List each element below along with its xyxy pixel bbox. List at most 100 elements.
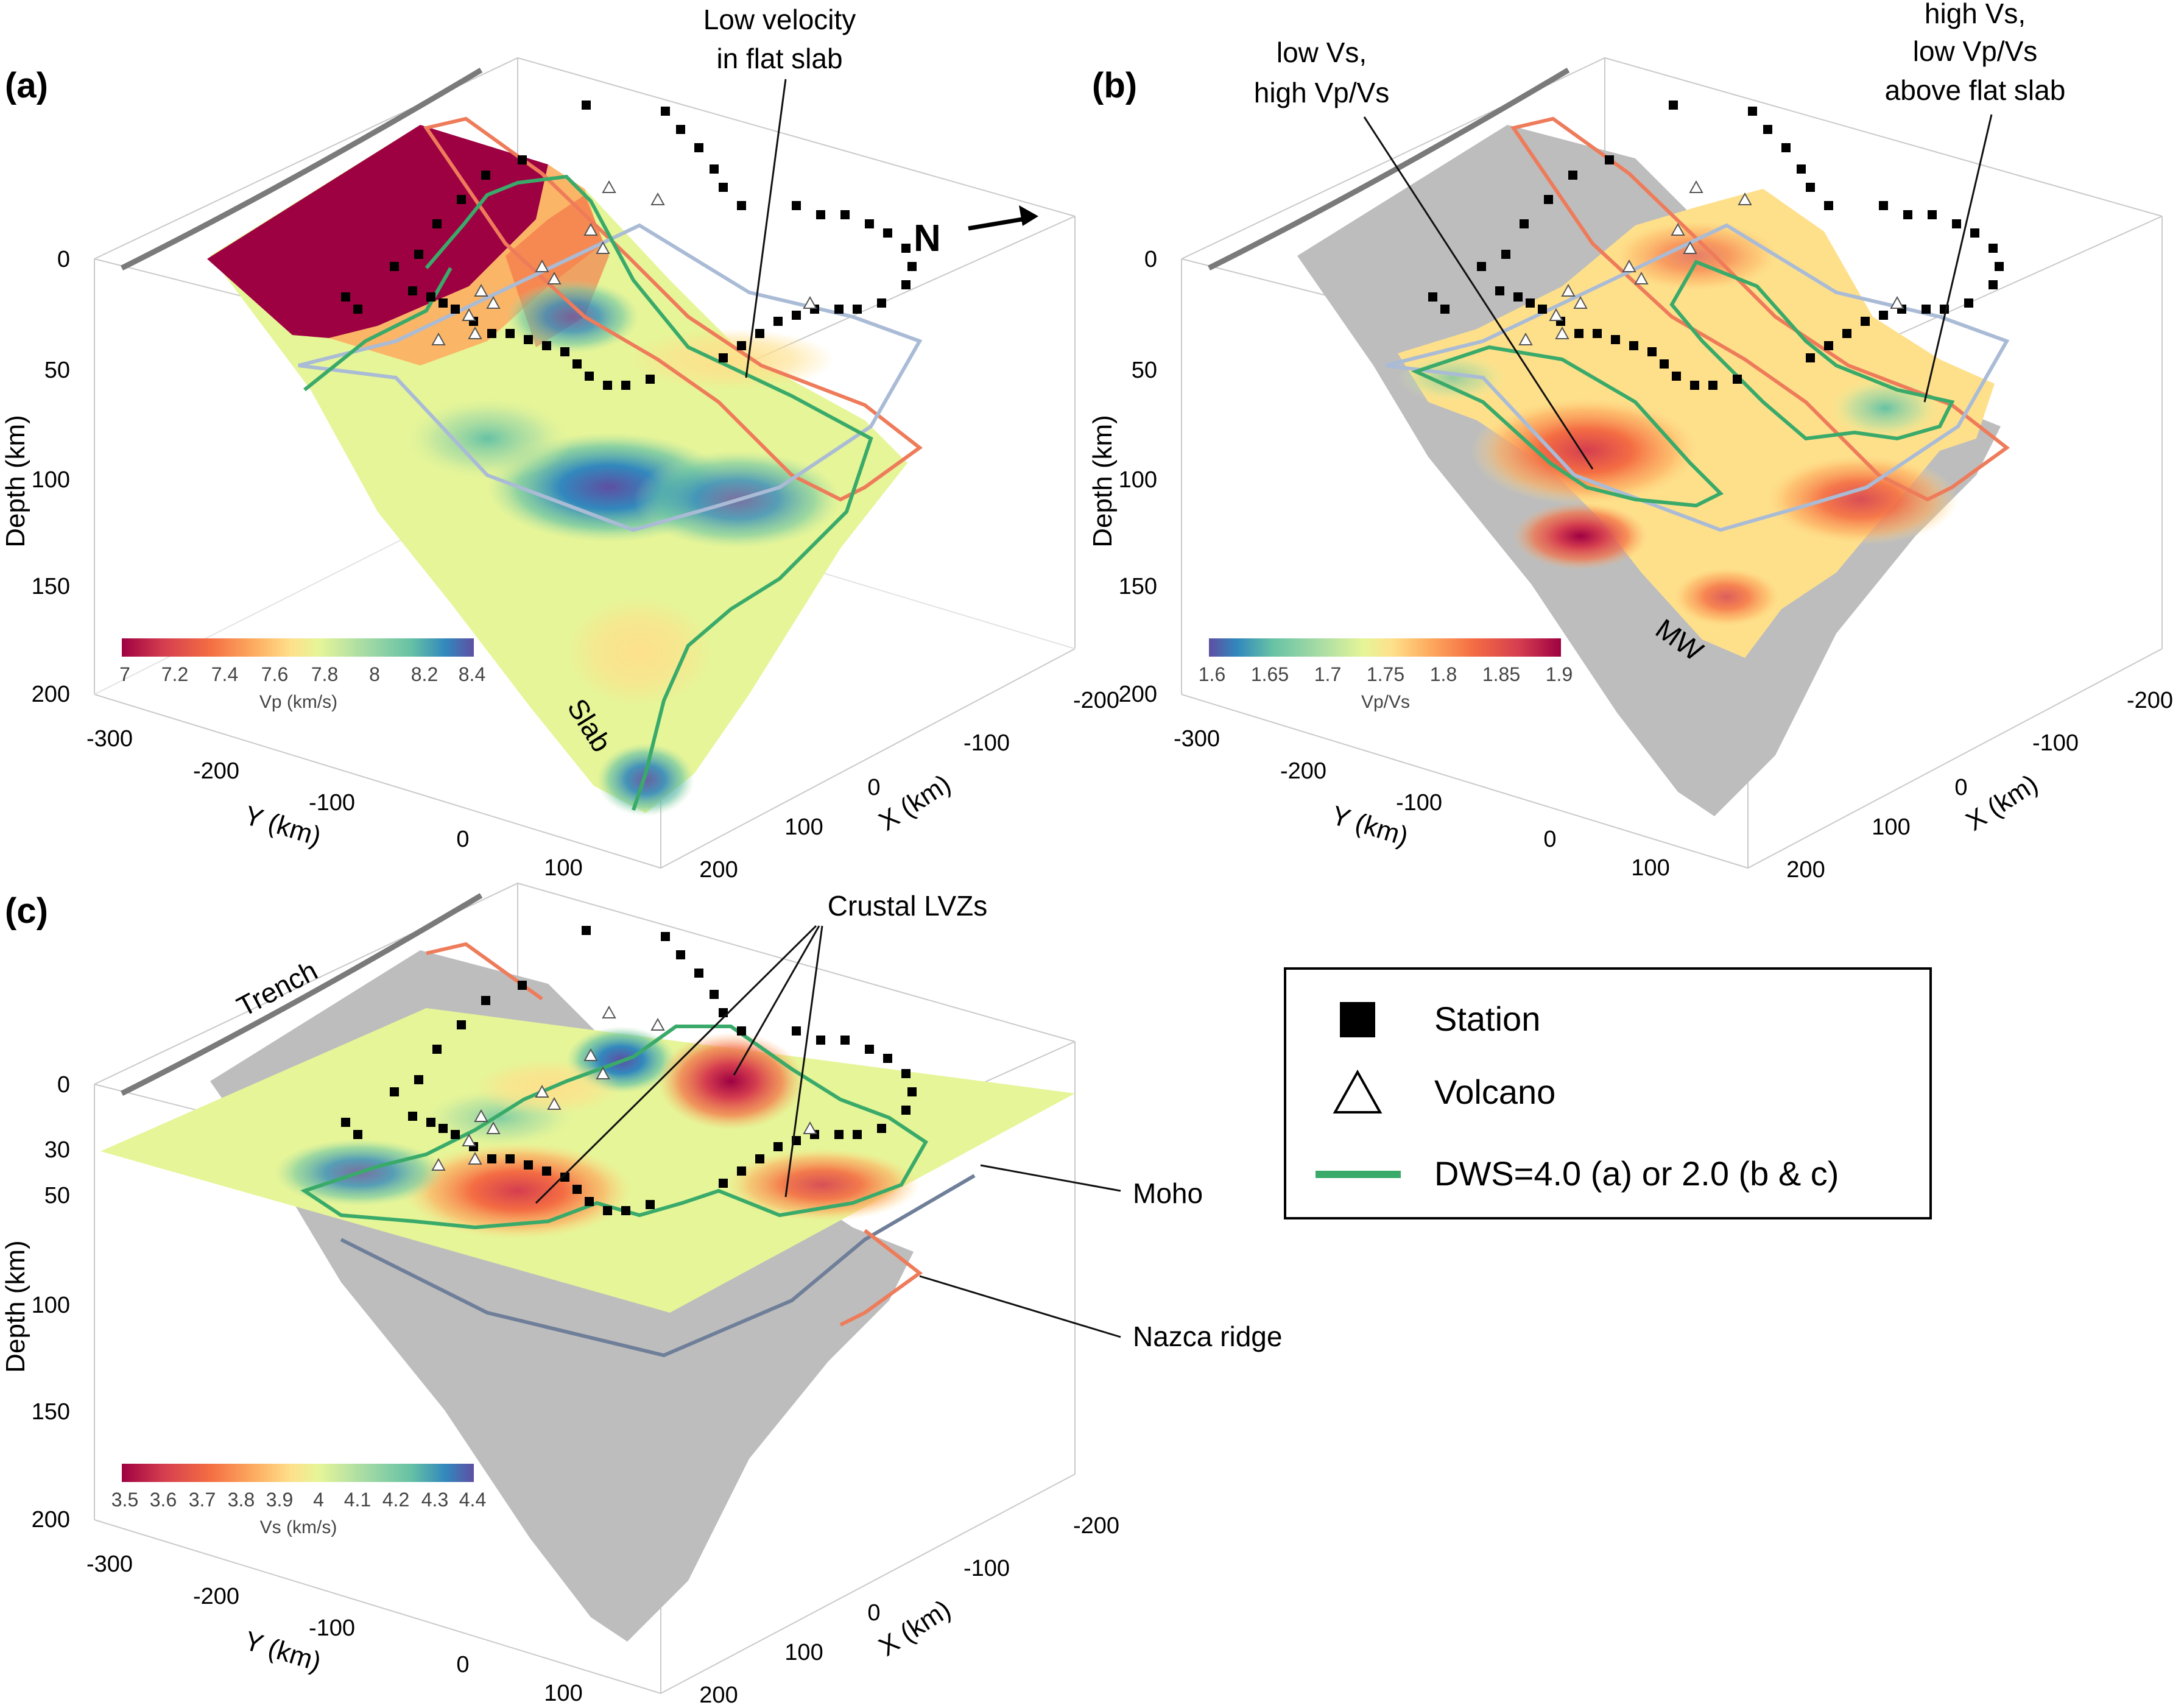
- x-axis: -200 -100 0 100 200 X (km): [699, 1513, 1119, 1708]
- svg-text:4.1: 4.1: [344, 1489, 371, 1511]
- svg-text:50: 50: [44, 1183, 70, 1209]
- svg-text:-100: -100: [2032, 730, 2079, 756]
- svg-text:1.85: 1.85: [1482, 663, 1520, 685]
- station-markers: [341, 101, 917, 390]
- svg-text:3.7: 3.7: [189, 1489, 216, 1511]
- depth-axis-label: Depth (km): [1088, 415, 1118, 548]
- svg-text:1.8: 1.8: [1430, 663, 1457, 685]
- svg-text:-200: -200: [2127, 688, 2173, 713]
- svg-text:0: 0: [456, 827, 469, 852]
- svg-text:50: 50: [44, 358, 70, 383]
- svg-text:0: 0: [867, 775, 880, 800]
- depth-axis-label: Depth (km): [1, 1240, 30, 1373]
- panel-label: (c): [5, 891, 48, 931]
- svg-text:0: 0: [1144, 247, 1157, 272]
- y-axis: -300 -200 -100 0 100 Y (km): [86, 1551, 583, 1706]
- svg-text:1.7: 1.7: [1314, 663, 1341, 685]
- panel-b: low Vs, high Vp/Vs high Vs, low Vp/Vs ab…: [1088, 0, 2173, 883]
- svg-text:1.75: 1.75: [1367, 663, 1404, 685]
- legend-station-label: Station: [1434, 1000, 1540, 1038]
- svg-text:100: 100: [544, 855, 582, 881]
- nazca-ridge-outline: [426, 942, 923, 1327]
- svg-text:100: 100: [544, 1681, 582, 1706]
- filled-square-icon: [1340, 1002, 1375, 1037]
- svg-text:4.3: 4.3: [421, 1489, 448, 1511]
- svg-text:-200: -200: [1073, 1513, 1119, 1539]
- dws-contour: [424, 174, 873, 811]
- svg-text:0: 0: [1543, 827, 1556, 852]
- svg-text:150: 150: [32, 574, 70, 599]
- y-axis: -300 -200 -100 0 100 Y (km): [1174, 726, 1670, 881]
- volcano-markers: [1518, 180, 1904, 345]
- annotation-low-vs-2: high Vp/Vs: [1254, 77, 1389, 108]
- svg-text:-200: -200: [1280, 758, 1326, 784]
- svg-text:100: 100: [32, 1293, 70, 1318]
- panel-label: (a): [5, 66, 48, 105]
- svg-text:3.9: 3.9: [266, 1489, 293, 1511]
- colorbar: 7 7.2 7.4 7.6 7.8 8 8.2 8.4 Vp (km/s): [119, 638, 485, 712]
- annotation-high-vs-1: high Vs,: [1925, 0, 2026, 29]
- svg-text:0: 0: [57, 247, 70, 272]
- flat-slab-outline: [298, 223, 923, 532]
- y-axis: -300 -200 -100 0 100 Y (km): [86, 726, 583, 881]
- svg-text:8.2: 8.2: [411, 663, 438, 685]
- svg-text:0: 0: [456, 1652, 469, 1678]
- svg-text:3.6: 3.6: [150, 1489, 177, 1511]
- annotation-low-vs-1: low Vs,: [1277, 37, 1367, 68]
- panel-c: Trench Crustal LVZs Moho Nazca ridge (c)…: [1, 882, 1282, 1708]
- svg-text:8: 8: [369, 663, 380, 685]
- panel-a: N Low velocity in flat slab Slab (a) 0 5…: [1, 4, 1119, 883]
- svg-text:1.65: 1.65: [1251, 663, 1289, 685]
- svg-text:-200: -200: [1073, 688, 1119, 713]
- nazca-ridge-label: Nazca ridge: [1133, 1321, 1282, 1352]
- svg-text:200: 200: [1119, 682, 1157, 707]
- svg-text:30: 30: [44, 1137, 70, 1163]
- annotation-high-vs-3: above flat slab: [1885, 74, 2066, 106]
- svg-text:-300: -300: [86, 1551, 133, 1577]
- annotation-low-velocity-2: in flat slab: [716, 43, 842, 74]
- svg-text:7: 7: [119, 663, 130, 685]
- depth-axis: 0 50 100 150 200 Depth (km): [1, 247, 70, 707]
- nazca-ridge-outline: [423, 116, 923, 502]
- depth-axis-label: Depth (km): [1, 415, 30, 548]
- svg-text:3.5: 3.5: [111, 1489, 138, 1511]
- svg-text:4: 4: [313, 1489, 324, 1511]
- annotation-high-vs-2: low Vp/Vs: [1913, 35, 2038, 67]
- svg-text:0: 0: [57, 1072, 70, 1098]
- svg-text:4.2: 4.2: [382, 1489, 409, 1511]
- dws-contour: [300, 1025, 928, 1230]
- svg-text:4.4: 4.4: [459, 1489, 486, 1511]
- depth-axis: 0 30 50 100 150 200 Depth (km): [1, 1072, 70, 1533]
- legend: Station Volcano DWS=4.0 (a) or 2.0 (b & …: [1284, 967, 1932, 1219]
- svg-text:100: 100: [1119, 467, 1157, 493]
- svg-text:1.9: 1.9: [1546, 663, 1573, 685]
- legend-dws-label: DWS=4.0 (a) or 2.0 (b & c): [1434, 1154, 1839, 1193]
- x-axis-label: X (km): [1960, 769, 2043, 837]
- north-label: N: [914, 217, 941, 259]
- colorbar-title: Vs (km/s): [260, 1517, 337, 1537]
- panel-label: (b): [1092, 66, 1137, 105]
- x-axis-label: X (km): [873, 769, 956, 837]
- station-markers: [1428, 101, 2004, 390]
- svg-text:200: 200: [32, 1507, 70, 1533]
- annotation-low-velocity-1: Low velocity: [703, 4, 856, 35]
- svg-text:7.8: 7.8: [311, 663, 338, 685]
- colorbar-title: Vp (km/s): [259, 692, 337, 712]
- svg-text:100: 100: [1872, 814, 1910, 840]
- svg-text:200: 200: [699, 857, 738, 883]
- svg-text:-300: -300: [1174, 726, 1220, 752]
- svg-text:150: 150: [1119, 574, 1157, 599]
- svg-text:8.4: 8.4: [459, 663, 485, 685]
- svg-text:50: 50: [1132, 358, 1157, 383]
- svg-text:-300: -300: [86, 726, 133, 752]
- svg-text:0: 0: [867, 1600, 880, 1626]
- volcano-markers: [431, 180, 817, 345]
- station-markers: [341, 926, 917, 1215]
- open-triangle-icon: [1333, 1069, 1383, 1113]
- svg-text:7.6: 7.6: [261, 663, 288, 685]
- flat-slab-outline: [1385, 223, 2010, 532]
- moho-line: [340, 1174, 976, 1358]
- svg-text:1.6: 1.6: [1199, 663, 1225, 685]
- svg-text:100: 100: [784, 814, 823, 840]
